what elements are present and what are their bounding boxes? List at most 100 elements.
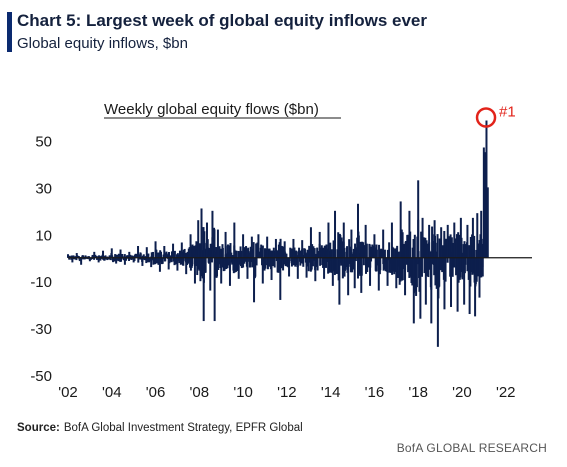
bar — [323, 245, 326, 258]
bar — [308, 245, 311, 258]
bar — [362, 257, 365, 266]
bar — [244, 257, 247, 262]
bar — [242, 257, 245, 268]
bar — [139, 253, 142, 258]
bar — [120, 257, 123, 262]
bar — [329, 257, 332, 273]
bar — [316, 257, 319, 271]
bar — [302, 257, 305, 267]
bar — [443, 230, 446, 258]
bar — [230, 252, 233, 258]
bar — [176, 257, 179, 271]
y-axis-labels: 50 30 10 -10 -30 -50 — [30, 133, 52, 385]
bar — [249, 257, 252, 268]
bar — [404, 257, 407, 296]
bar — [424, 257, 427, 305]
bar — [142, 254, 145, 258]
bar — [475, 249, 478, 258]
bar — [438, 257, 441, 287]
bar — [77, 256, 80, 258]
bar — [364, 224, 367, 258]
bar — [234, 257, 237, 272]
bar — [285, 253, 288, 258]
bar — [375, 257, 378, 272]
bar — [213, 257, 216, 322]
bar — [137, 257, 140, 263]
bar — [90, 257, 93, 259]
bar — [423, 250, 426, 258]
bar — [311, 257, 314, 267]
bar — [388, 242, 391, 258]
bar — [267, 257, 270, 267]
bar — [116, 254, 119, 258]
bar — [464, 257, 467, 265]
bar — [118, 253, 121, 258]
bar — [416, 257, 419, 265]
bar — [123, 257, 126, 265]
bar — [232, 257, 235, 274]
bar — [88, 257, 91, 262]
x-tick-label: '06 — [146, 384, 166, 401]
bar — [309, 227, 312, 258]
bar — [255, 257, 258, 266]
bar — [485, 120, 488, 258]
bar — [427, 257, 430, 262]
chart-subtitle: Global equity inflows, $bn — [17, 35, 188, 52]
bar — [439, 239, 442, 258]
bar — [417, 180, 420, 258]
bar — [221, 247, 224, 258]
bar — [413, 234, 416, 258]
bar — [264, 257, 267, 269]
bar — [473, 235, 476, 258]
bar — [226, 244, 229, 258]
bar — [338, 257, 341, 305]
bar — [426, 257, 429, 277]
bar — [199, 257, 202, 282]
bar — [354, 257, 357, 262]
bar — [94, 254, 97, 258]
bar — [130, 257, 133, 260]
bar — [67, 254, 69, 258]
bar — [71, 257, 74, 263]
bar — [476, 213, 479, 258]
bar — [208, 257, 211, 264]
bar — [98, 256, 101, 258]
bar — [95, 256, 98, 258]
bar — [299, 250, 302, 258]
bar — [103, 257, 106, 261]
x-tick-label: '22 — [496, 384, 516, 401]
bar — [420, 257, 423, 277]
bar — [150, 257, 153, 268]
bar — [170, 251, 173, 258]
highlight-circle — [475, 107, 497, 128]
bar — [406, 234, 409, 258]
bar — [119, 249, 122, 258]
bar — [294, 257, 297, 266]
bar — [401, 232, 404, 258]
bar — [298, 254, 301, 258]
bar — [224, 231, 227, 258]
bar — [322, 257, 325, 268]
bar — [251, 257, 254, 267]
bar — [305, 253, 308, 258]
bar — [408, 257, 411, 277]
bar — [415, 257, 418, 288]
bar — [273, 257, 276, 268]
bar — [169, 255, 172, 258]
bar — [231, 255, 234, 258]
bar — [396, 245, 399, 258]
bar — [106, 257, 109, 261]
bar — [182, 257, 185, 266]
bar — [461, 257, 464, 273]
bar — [348, 257, 351, 264]
bar — [254, 257, 257, 277]
bar — [211, 210, 214, 258]
bar — [216, 229, 219, 258]
bar — [386, 257, 389, 286]
bar — [480, 210, 483, 258]
bar — [313, 248, 316, 258]
bar — [480, 257, 483, 278]
bar — [440, 227, 443, 258]
bar — [193, 257, 196, 284]
bar — [80, 257, 83, 265]
